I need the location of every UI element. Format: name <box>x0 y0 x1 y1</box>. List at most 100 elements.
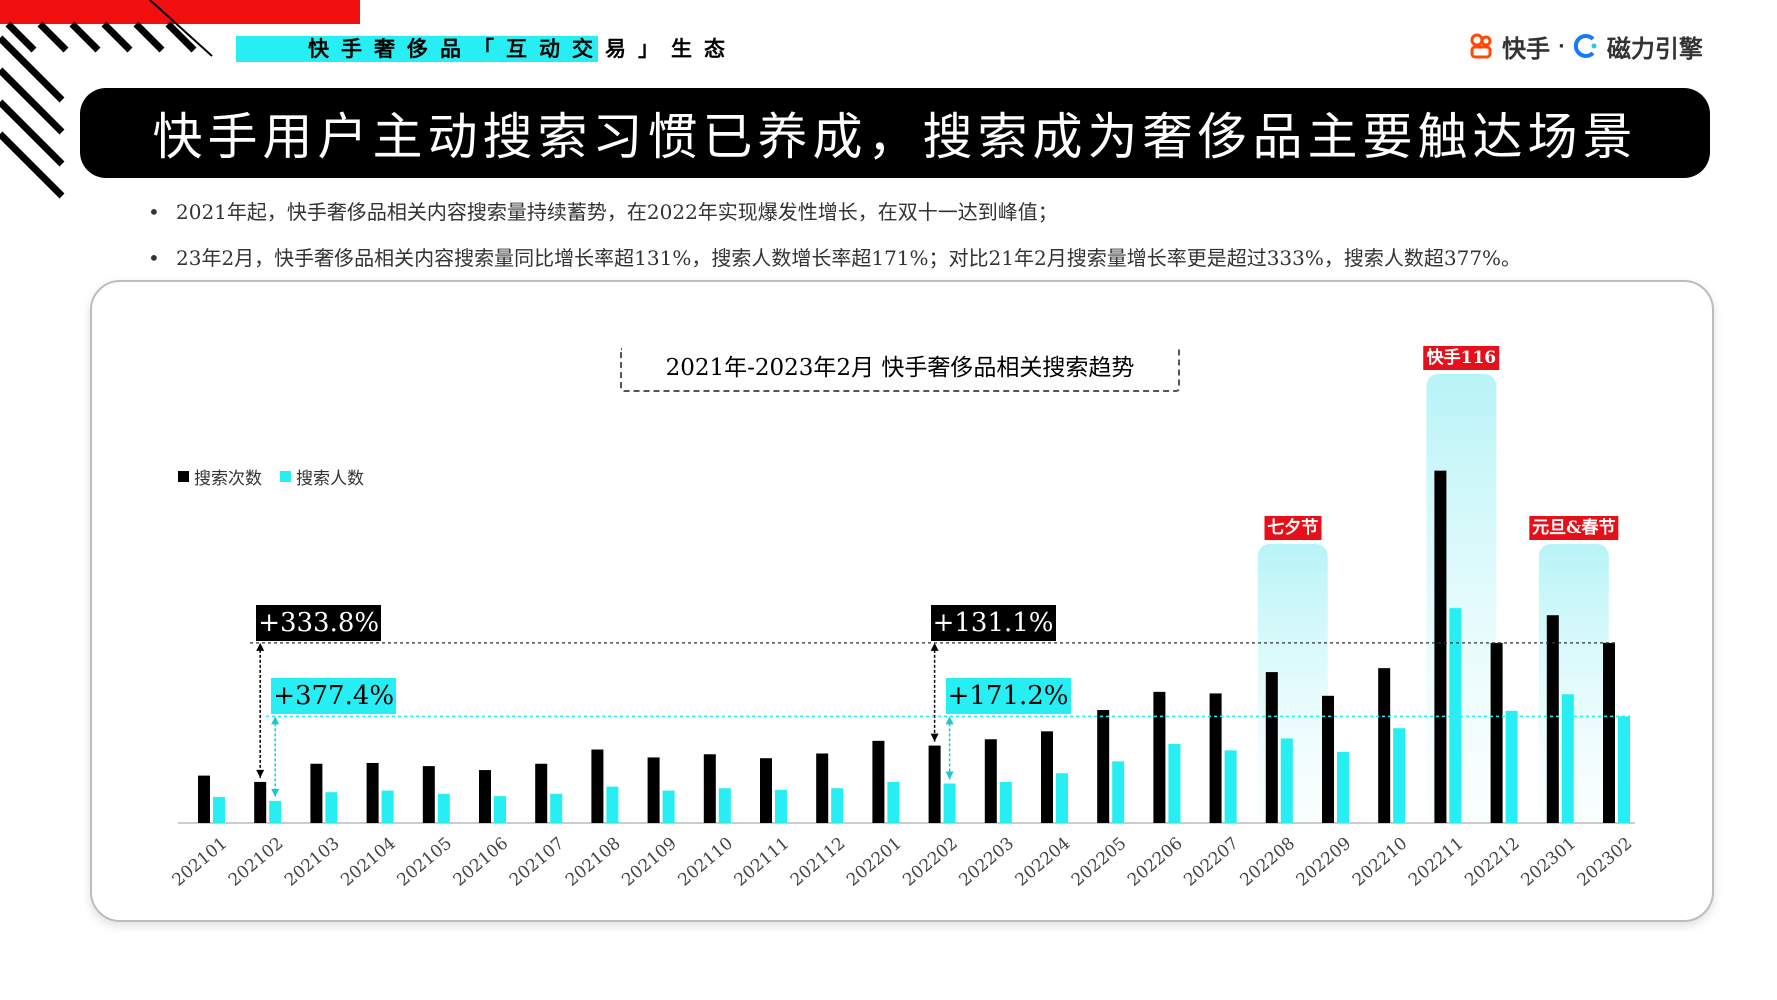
bullet-item: • 23年2月，快手奢侈品相关内容搜索量同比增长率超131%，搜索人数增长率超1… <box>148 242 1710 288</box>
x-tick-label: 202211 <box>1405 834 1468 891</box>
growth-label: +131.1% <box>930 604 1056 641</box>
x-tick-label: 202111 <box>731 834 794 891</box>
bar-search-count <box>1378 668 1391 823</box>
page-title-text: 快手用户主动搜索习惯已养成，搜索成为奢侈品主要触达场景 <box>152 108 1638 166</box>
bar-searchers <box>1393 728 1406 823</box>
section-tag: 快手奢侈品「互动交易」生态 <box>236 36 737 62</box>
x-tick-label: 202105 <box>393 834 456 891</box>
x-tick-label: 202109 <box>618 834 681 891</box>
bar-searchers <box>213 796 225 823</box>
growth-arrow-head-up <box>930 642 939 651</box>
bar-searchers <box>831 788 844 823</box>
bar-searchers <box>1224 750 1237 823</box>
legend-label: 搜索人数 <box>296 469 364 489</box>
x-tick-label: 202207 <box>1180 834 1243 891</box>
bar-search-count <box>366 762 379 823</box>
x-tick-label: 202104 <box>337 834 400 891</box>
bar-searchers <box>1168 744 1181 823</box>
bar-searchers <box>1056 773 1068 823</box>
bullet-text: 23年2月，快手奢侈品相关内容搜索量同比增长率超131%，搜索人数增长率超171… <box>176 246 1522 270</box>
x-tick-label: 202208 <box>1236 834 1299 891</box>
x-tick-label: 202209 <box>1293 834 1356 891</box>
event-label: 元旦&春节 <box>1529 516 1619 540</box>
bar-searchers <box>1449 608 1462 823</box>
x-tick-label: 202106 <box>450 834 513 891</box>
x-tick-label: 202206 <box>1124 834 1187 891</box>
bullet-item: • 2021年起，快手奢侈品相关内容搜索量持续蓄势，在2022年实现爆发性增长，… <box>148 196 1710 242</box>
bar-searchers <box>887 781 900 823</box>
growth-arrow-head-down <box>930 733 939 742</box>
x-tick-label: 202110 <box>674 834 737 891</box>
bar-search-count <box>760 758 772 823</box>
bar-searchers <box>718 788 731 823</box>
legend-label: 搜索次数 <box>194 469 262 489</box>
x-tick-label: 202103 <box>281 834 344 891</box>
x-tick-label: 202302 <box>1574 834 1637 891</box>
bullet-text: 2021年起，快手奢侈品相关内容搜索量持续蓄势，在2022年实现爆发性增长，在双… <box>176 200 1058 224</box>
bar-searchers <box>1561 694 1574 823</box>
bar-search-count <box>535 763 548 823</box>
brand-logos: 快手 · 磁力引擎 <box>1468 28 1703 64</box>
x-tick-label: 202203 <box>955 834 1018 891</box>
cili-engine-logo-icon <box>1573 34 1597 58</box>
x-tick-label: 202112 <box>787 834 850 891</box>
bar-search-count <box>1041 731 1053 823</box>
bar-searchers <box>494 796 506 823</box>
bar-searchers <box>943 783 956 823</box>
bar-search-count <box>647 757 660 823</box>
bar-search-count <box>1603 642 1615 823</box>
x-tick-label: 202205 <box>1068 834 1131 891</box>
x-tick-label: 202101 <box>169 834 232 891</box>
bar-search-count <box>1546 615 1559 823</box>
bar-search-count <box>928 745 941 823</box>
bar-search-count <box>703 754 716 823</box>
bar-search-count <box>872 740 885 823</box>
event-label: 快手116 <box>1423 346 1500 370</box>
page-title: 快手用户主动搜索习惯已养成，搜索成为奢侈品主要触达场景 <box>80 88 1710 178</box>
bar-searchers <box>269 800 282 823</box>
bar-search-count <box>198 775 210 823</box>
growth-arrow-head-up <box>271 716 280 725</box>
bar-searchers <box>381 790 394 823</box>
bar-search-count <box>1322 695 1334 823</box>
logo-separator: · <box>1558 35 1565 57</box>
x-tick-label: 202210 <box>1349 834 1412 891</box>
x-tick-label: 202212 <box>1461 834 1524 891</box>
bar-search-count <box>1209 693 1222 823</box>
bullet-list: • 2021年起，快手奢侈品相关内容搜索量持续蓄势，在2022年实现爆发性增长，… <box>148 196 1710 288</box>
bar-searchers <box>1505 710 1518 823</box>
growth-arrow-head-up <box>256 642 265 651</box>
growth-arrow-head-up <box>945 716 954 725</box>
bar-search-count <box>310 763 323 823</box>
top-red-bar <box>0 0 360 24</box>
growth-label: +171.2% <box>945 678 1071 715</box>
legend-item-searchers: 搜索人数 <box>280 464 364 489</box>
legend-swatch-black <box>178 471 189 482</box>
bullet-dot: • <box>148 200 160 224</box>
chart-legend: 搜索次数 搜索人数 <box>178 464 364 489</box>
bar-searchers <box>606 786 619 823</box>
bar-searchers <box>1112 761 1125 823</box>
bar-searchers <box>1618 716 1630 823</box>
bar-search-count <box>1434 470 1447 823</box>
legend-item-search-count: 搜索次数 <box>178 464 262 489</box>
bar-searchers <box>999 781 1012 823</box>
bar-searchers <box>325 792 338 823</box>
growth-arrow-head-down <box>271 788 280 797</box>
legend-swatch-cyan <box>280 471 291 482</box>
bar-searchers <box>550 793 563 823</box>
bar-search-count <box>1490 642 1503 823</box>
diagonal-stripes-decoration <box>0 0 213 199</box>
growth-label: +377.4% <box>271 678 397 715</box>
growth-arrow-head-down <box>256 769 265 778</box>
x-tick-label: 202202 <box>899 834 962 891</box>
bar-searchers <box>662 790 675 823</box>
bar-searchers <box>1280 738 1293 823</box>
bar-search-count <box>1153 691 1166 823</box>
bar-search-count <box>479 770 491 823</box>
bar-searchers <box>437 793 450 823</box>
bullet-dot: • <box>148 246 160 270</box>
bar-searchers <box>1337 751 1349 823</box>
section-tag-text: 快手奢侈品「互动交易」生态 <box>308 36 737 61</box>
